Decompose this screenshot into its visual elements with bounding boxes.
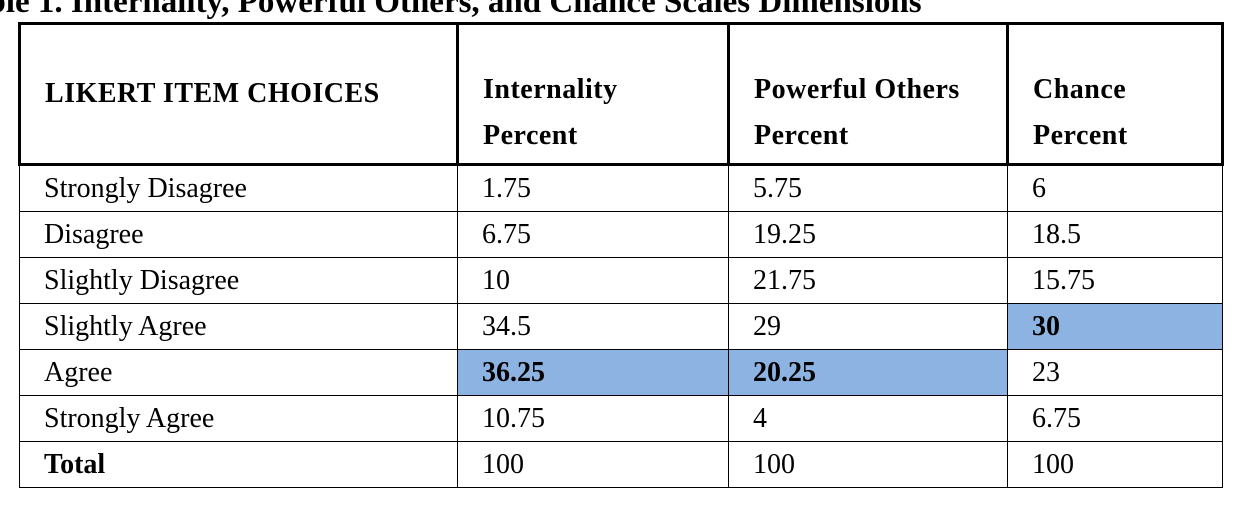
cell: 23 <box>1007 349 1223 396</box>
cell: 100 <box>728 441 1008 488</box>
row-label: Total <box>19 441 458 488</box>
column-header: Chance Percent <box>1006 22 1224 166</box>
cell: 6.75 <box>457 211 729 258</box>
cell: 19.25 <box>728 211 1008 258</box>
cell: 1.75 <box>457 164 729 212</box>
header-row: LIKERT ITEM CHOICES Internality Percent Po… <box>18 22 1224 166</box>
table-row: Total 100 100 100 <box>19 441 1223 488</box>
column-header: Internality Percent <box>456 22 730 166</box>
cell: 10.75 <box>457 395 729 442</box>
cell: 6 <box>1007 164 1223 212</box>
cell: 6.75 <box>1007 395 1223 442</box>
cell: 100 <box>1007 441 1223 488</box>
data-table: LIKERT ITEM CHOICES Internality Percent Po… <box>18 22 1224 488</box>
table-row: Disagree 6.75 19.25 18.5 <box>19 211 1223 258</box>
row-label: Strongly Agree <box>19 395 458 442</box>
column-header: LIKERT ITEM CHOICES <box>18 22 459 166</box>
table-row: Slightly Agree 34.5 29 30 <box>19 303 1223 350</box>
cell: 5.75 <box>728 164 1008 212</box>
row-label: Agree <box>19 349 458 396</box>
table-body: Strongly Disagree 1.75 5.75 6 Disagree 6.75 19… <box>19 164 1223 488</box>
cell: 15.75 <box>1007 257 1223 304</box>
cell: 20.25 <box>728 349 1008 396</box>
cell: 18.5 <box>1007 211 1223 258</box>
cell: 10 <box>457 257 729 304</box>
cell: 100 <box>457 441 729 488</box>
row-label: Slightly Agree <box>19 303 458 350</box>
cell: 36.25 <box>457 349 729 396</box>
table-title: Table 1. Internality, Powerful Others, a… <box>0 0 922 20</box>
cell: 21.75 <box>728 257 1008 304</box>
table-row: Strongly Agree 10.75 4 6.75 <box>19 395 1223 442</box>
row-label: Disagree <box>19 211 458 258</box>
row-label: Slightly Disagree <box>19 257 458 304</box>
cell: 30 <box>1007 303 1223 350</box>
table-row: Slightly Disagree 10 21.75 15.75 <box>19 257 1223 304</box>
cell: 29 <box>728 303 1008 350</box>
table-row: Agree 36.25 20.25 23 <box>19 349 1223 396</box>
row-label: Strongly Disagree <box>19 164 458 212</box>
column-header: Powerful Others Percent <box>727 22 1009 166</box>
table-row: Strongly Disagree 1.75 5.75 6 <box>19 164 1223 212</box>
cell: 4 <box>728 395 1008 442</box>
cell: 34.5 <box>457 303 729 350</box>
